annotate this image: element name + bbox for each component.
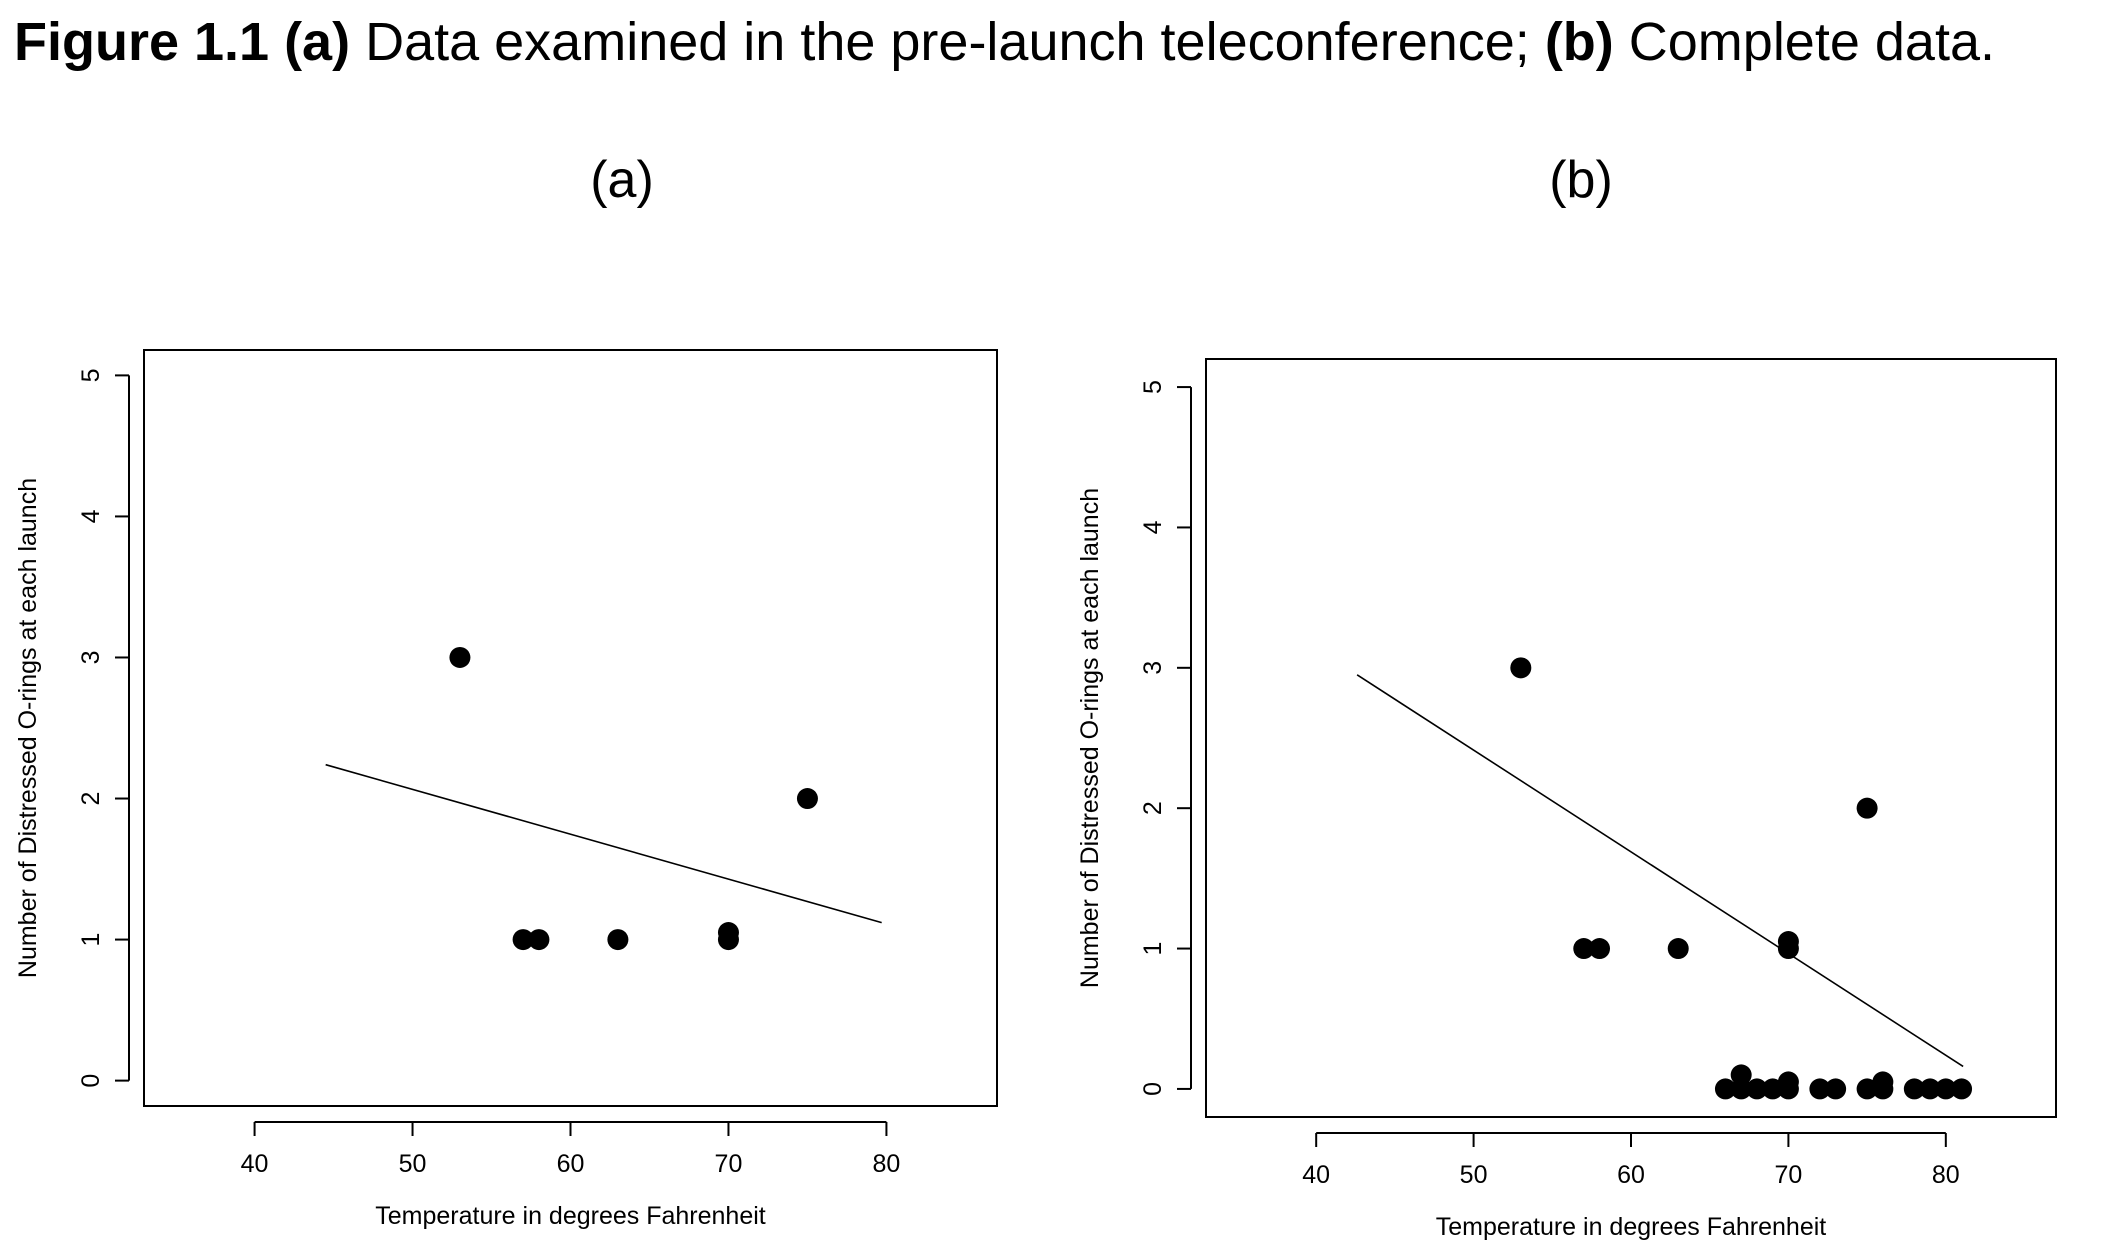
x-tick-label: 70 (1775, 1161, 1803, 1189)
data-point (512, 929, 534, 951)
data-point (1667, 938, 1689, 960)
figure-title-desc-a: Data examined in the pre-launch teleconf… (350, 12, 1545, 72)
data-point (1903, 1078, 1925, 1100)
data-point (1714, 1078, 1736, 1100)
x-tick-label: 80 (1932, 1161, 1960, 1189)
data-point (607, 929, 629, 951)
data-point (1762, 1078, 1784, 1100)
data-point (1730, 1064, 1752, 1086)
data-point (1856, 797, 1878, 819)
x-tick-label: 50 (1460, 1161, 1488, 1189)
fit-line (1356, 674, 1964, 1068)
y-tick-label: 3 (77, 651, 105, 665)
data-point (1919, 1078, 1941, 1100)
data-point (796, 788, 818, 810)
y-tick-label: 5 (77, 368, 105, 382)
panel-a-label: (a) (590, 151, 654, 209)
data-point (1872, 1071, 1894, 1093)
x-axis-title: Temperature in degrees Fahrenheit (1436, 1213, 1827, 1241)
data-point (1951, 1078, 1973, 1100)
y-tick-label: 2 (1139, 801, 1167, 815)
data-point (1573, 938, 1595, 960)
x-tick-label: 80 (873, 1150, 901, 1178)
y-tick-label: 0 (1139, 1082, 1167, 1096)
scatter-plot-b: 40 50 60 70 80 0 1 2 3 4 5 Temperature in degrees F… (1076, 358, 2057, 1241)
figure-title: Figure 1.1 (a) Data examined in the pre-… (14, 2, 1995, 82)
data-point (1777, 931, 1799, 953)
data-point (1746, 1078, 1768, 1100)
panel-b-label: (b) (1549, 151, 1613, 209)
x-tick-label: 60 (1617, 1161, 1645, 1189)
data-point (449, 646, 471, 668)
y-tick-label: 0 (77, 1074, 105, 1088)
figure-title-desc-b: Complete data. (1613, 12, 1995, 72)
x-tick-label: 70 (715, 1150, 743, 1178)
data-point (1856, 1078, 1878, 1100)
plot-frame (143, 349, 998, 1107)
y-axis-title: Number of Distressed O-rings at each lau… (14, 478, 42, 978)
data-point (1825, 1078, 1847, 1100)
data-point (1777, 1071, 1799, 1093)
y-tick-label: 4 (1139, 520, 1167, 534)
y-tick-label: 4 (77, 509, 105, 523)
data-point (1510, 657, 1532, 679)
data-point (1935, 1078, 1957, 1100)
y-tick-label: 2 (77, 792, 105, 806)
x-tick-label: 40 (241, 1150, 269, 1178)
figure-title-part-a: Figure 1.1 (a) (14, 12, 351, 72)
data-point (528, 929, 550, 951)
x-tick-label: 60 (557, 1150, 585, 1178)
y-tick-label: 1 (1139, 942, 1167, 956)
fit-line (325, 763, 882, 924)
y-tick-label: 1 (77, 933, 105, 947)
plot-frame (1205, 358, 2057, 1118)
x-tick-label: 50 (399, 1150, 427, 1178)
data-point (1589, 938, 1611, 960)
figure-title-part-b: (b) (1544, 12, 1614, 72)
data-point (717, 922, 739, 944)
scatter-plot-a: 40 50 60 70 80 0 1 2 3 4 5 Temperature in degrees F… (14, 349, 998, 1230)
y-tick-label: 5 (1139, 380, 1167, 394)
x-axis-title: Temperature in degrees Fahrenheit (375, 1202, 766, 1230)
data-point (1809, 1078, 1831, 1100)
x-tick-label: 40 (1302, 1161, 1330, 1189)
y-tick-label: 3 (1139, 661, 1167, 675)
y-axis-title: Number of Distressed O-rings at each lau… (1076, 488, 1104, 988)
